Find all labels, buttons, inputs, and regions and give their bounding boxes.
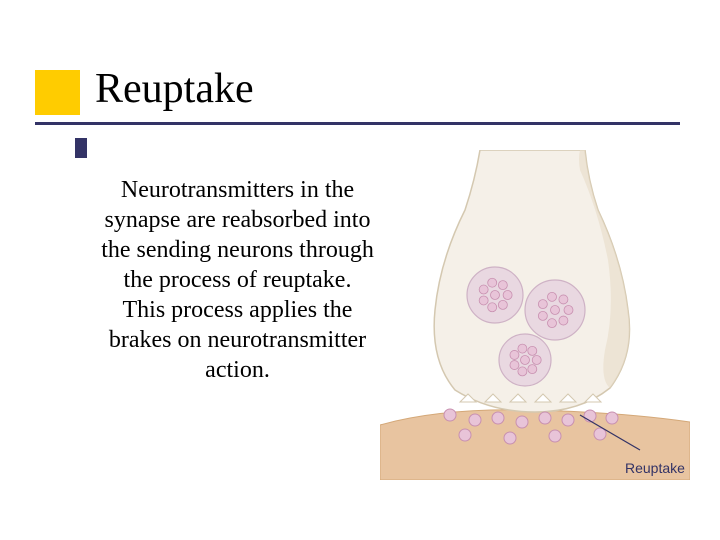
side-tick [75,138,87,158]
accent-square [35,70,80,115]
diagram-svg [380,150,690,480]
slide-title: Reuptake [95,65,254,113]
body-content: Neurotransmitters in the synapse are rea… [100,175,375,385]
title-underline [35,122,680,125]
diagram-label: Reuptake [625,460,685,476]
body-text: Neurotransmitters in the synapse are rea… [100,175,375,385]
reuptake-diagram: Reuptake [380,150,690,480]
